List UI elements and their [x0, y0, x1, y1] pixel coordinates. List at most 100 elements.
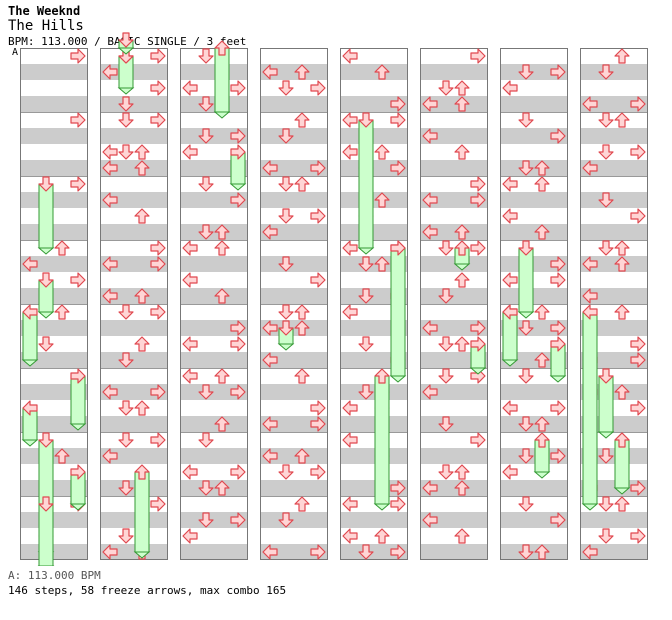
- down-arrow: [198, 128, 214, 144]
- freeze-arrow-tail: [69, 423, 87, 431]
- beat-band: [340, 96, 408, 112]
- beat-band: [20, 224, 88, 240]
- beat-band: [100, 480, 168, 496]
- down-arrow: [198, 480, 214, 496]
- up-arrow: [614, 496, 630, 512]
- freeze-arrow-tail: [581, 503, 599, 511]
- down-arrow: [38, 432, 54, 448]
- left-arrow: [22, 256, 38, 272]
- right-arrow: [230, 512, 246, 528]
- beat-band: [100, 224, 168, 240]
- up-arrow: [134, 400, 150, 416]
- down-arrow: [118, 96, 134, 112]
- down-arrow: [598, 64, 614, 80]
- freeze-arrow-body: [214, 47, 230, 113]
- right-arrow: [310, 160, 326, 176]
- freeze-arrow-tail: [373, 503, 391, 511]
- right-arrow: [70, 48, 86, 64]
- chart-column-border: [420, 48, 488, 560]
- right-arrow: [150, 80, 166, 96]
- left-arrow: [422, 128, 438, 144]
- beat-band: [180, 288, 248, 304]
- up-arrow: [294, 448, 310, 464]
- up-arrow: [534, 352, 550, 368]
- up-arrow: [454, 336, 470, 352]
- right-arrow: [470, 240, 486, 256]
- left-arrow: [502, 80, 518, 96]
- down-arrow: [278, 208, 294, 224]
- left-arrow: [102, 144, 118, 160]
- down-arrow: [438, 240, 454, 256]
- up-arrow: [374, 144, 390, 160]
- down-arrow: [278, 128, 294, 144]
- beat-band: [260, 416, 328, 432]
- down-arrow: [598, 112, 614, 128]
- chart-column-border: [100, 48, 168, 560]
- beat-band: [580, 256, 648, 272]
- right-arrow: [390, 112, 406, 128]
- down-arrow: [438, 464, 454, 480]
- freeze-arrow-body: [598, 375, 614, 433]
- left-arrow: [422, 224, 438, 240]
- down-arrow: [438, 288, 454, 304]
- beat-band: [420, 512, 488, 528]
- beat-band: [340, 160, 408, 176]
- left-arrow: [422, 320, 438, 336]
- beat-band: [340, 416, 408, 432]
- up-arrow: [614, 304, 630, 320]
- beat-band: [420, 96, 488, 112]
- beat-band: [260, 288, 328, 304]
- right-arrow: [630, 352, 646, 368]
- right-arrow: [470, 432, 486, 448]
- right-arrow: [230, 80, 246, 96]
- beat-band: [260, 96, 328, 112]
- down-arrow: [598, 368, 614, 384]
- up-arrow: [614, 48, 630, 64]
- up-arrow: [534, 176, 550, 192]
- down-arrow: [198, 512, 214, 528]
- up-arrow: [454, 96, 470, 112]
- freeze-arrow-body: [582, 311, 598, 505]
- beat-band: [500, 288, 568, 304]
- up-arrow: [294, 320, 310, 336]
- beat-band: [500, 544, 568, 560]
- beat-band: [260, 544, 328, 560]
- beat-band: [20, 288, 88, 304]
- up-arrow: [534, 224, 550, 240]
- freeze-arrow-tail: [597, 431, 615, 439]
- right-arrow: [550, 448, 566, 464]
- down-arrow: [118, 144, 134, 160]
- beat-band: [420, 320, 488, 336]
- up-arrow: [534, 304, 550, 320]
- down-arrow: [518, 416, 534, 432]
- up-arrow: [134, 160, 150, 176]
- down-arrow: [518, 544, 534, 560]
- down-arrow: [198, 384, 214, 400]
- beat-band: [500, 192, 568, 208]
- right-arrow: [630, 144, 646, 160]
- down-arrow: [118, 528, 134, 544]
- left-arrow: [502, 176, 518, 192]
- left-arrow: [422, 480, 438, 496]
- freeze-arrow-tail: [21, 359, 39, 367]
- up-arrow: [534, 432, 550, 448]
- down-arrow: [438, 416, 454, 432]
- up-arrow: [454, 80, 470, 96]
- beat-band: [580, 96, 648, 112]
- up-arrow: [454, 464, 470, 480]
- beat-band: [580, 288, 648, 304]
- left-arrow: [422, 192, 438, 208]
- beat-band: [340, 480, 408, 496]
- beat-band: [420, 192, 488, 208]
- freeze-arrow-tail: [613, 487, 631, 495]
- freeze-arrow-tail: [277, 343, 295, 351]
- down-arrow: [118, 400, 134, 416]
- down-arrow: [518, 320, 534, 336]
- left-arrow: [502, 304, 518, 320]
- left-arrow: [102, 160, 118, 176]
- left-arrow: [422, 384, 438, 400]
- chart-column-border: [580, 48, 648, 560]
- down-arrow: [358, 544, 374, 560]
- beat-band: [580, 128, 648, 144]
- left-arrow: [342, 496, 358, 512]
